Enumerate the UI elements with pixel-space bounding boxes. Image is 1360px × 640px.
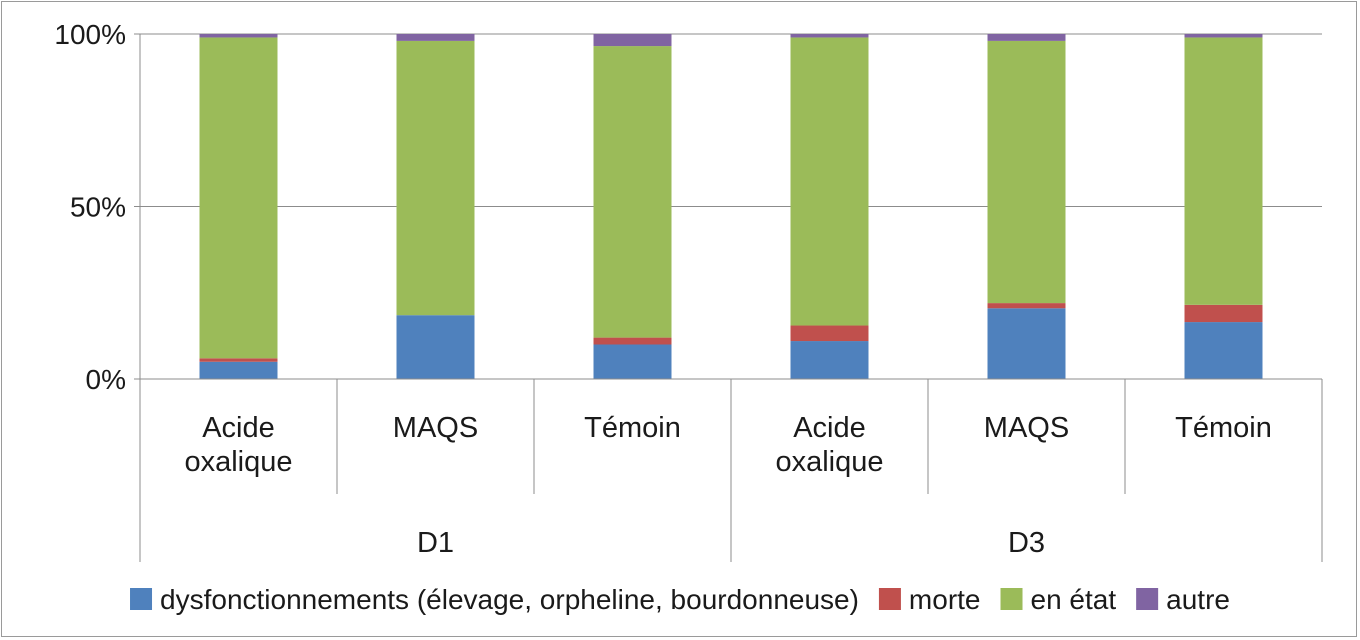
bar-segment-2 — [987, 303, 1066, 309]
bar-segment-1 — [987, 308, 1066, 379]
bar-segment-1 — [199, 361, 278, 379]
bar-segment-1 — [790, 341, 869, 379]
x-category-label: MAQS — [393, 412, 478, 444]
legend-swatch — [130, 588, 153, 610]
bar-segment-4 — [790, 34, 869, 38]
bar-segment-3 — [790, 37, 869, 326]
legend-label: en état — [1031, 584, 1117, 615]
bar-segment-2 — [790, 325, 869, 342]
legend-label: dysfonctionnements (élevage, orpheline, … — [160, 584, 859, 615]
x-axis-group-labels: D1 D3 — [417, 527, 1045, 559]
axes — [139, 34, 1323, 562]
bar-segment-1 — [1184, 322, 1263, 379]
x-group-label: D1 — [417, 527, 454, 559]
legend-item-1: dysfonctionnements (élevage, orpheline, … — [130, 584, 859, 615]
bar-segment-3 — [396, 40, 475, 316]
bar-segment-1 — [396, 315, 475, 379]
bar-segment-2 — [199, 358, 278, 362]
y-tick-label: 50% — [70, 192, 126, 223]
bar-segment-2 — [593, 337, 672, 345]
bar-segment-4 — [396, 34, 475, 41]
y-tick-label: 0% — [86, 364, 126, 395]
x-axis-category-labels: Acide oxalique MAQS Témoin Acide oxalique MAQS… — [184, 412, 1271, 478]
bar-segment-2 — [1184, 304, 1263, 323]
x-category-label: Acide oxalique — [184, 412, 292, 478]
x-group-label: D3 — [1008, 527, 1045, 559]
legend: dysfonctionnements (élevage, orpheline, … — [130, 584, 1230, 615]
legend-label: morte — [909, 584, 981, 615]
bar-segment-3 — [593, 46, 672, 338]
bar-series — [199, 34, 1263, 379]
legend-item-2: morte — [878, 584, 981, 615]
legend-label: autre — [1166, 584, 1230, 615]
bar-segment-4 — [593, 34, 672, 47]
gridlines — [134, 33, 1322, 380]
y-axis-ticks: 0% 50% 100% — [54, 19, 126, 395]
bar-segment-3 — [987, 40, 1066, 304]
legend-swatch — [878, 588, 901, 610]
y-tick-label: 100% — [54, 19, 126, 50]
legend-item-4: autre — [1136, 584, 1230, 615]
bar-segment-3 — [1184, 37, 1263, 305]
legend-item-3: en état — [1000, 584, 1117, 615]
x-category-label: Témoin — [584, 412, 681, 444]
legend-swatch — [1136, 588, 1159, 610]
bar-segment-4 — [199, 34, 278, 38]
x-category-label: MAQS — [984, 412, 1069, 444]
x-category-label: Acide oxalique — [775, 412, 883, 478]
bar-segment-4 — [987, 34, 1066, 41]
bar-segment-1 — [593, 344, 672, 379]
bar-segment-4 — [1184, 34, 1263, 38]
x-category-label: Témoin — [1175, 412, 1272, 444]
legend-swatch — [1000, 588, 1023, 610]
bar-segment-3 — [199, 37, 278, 359]
